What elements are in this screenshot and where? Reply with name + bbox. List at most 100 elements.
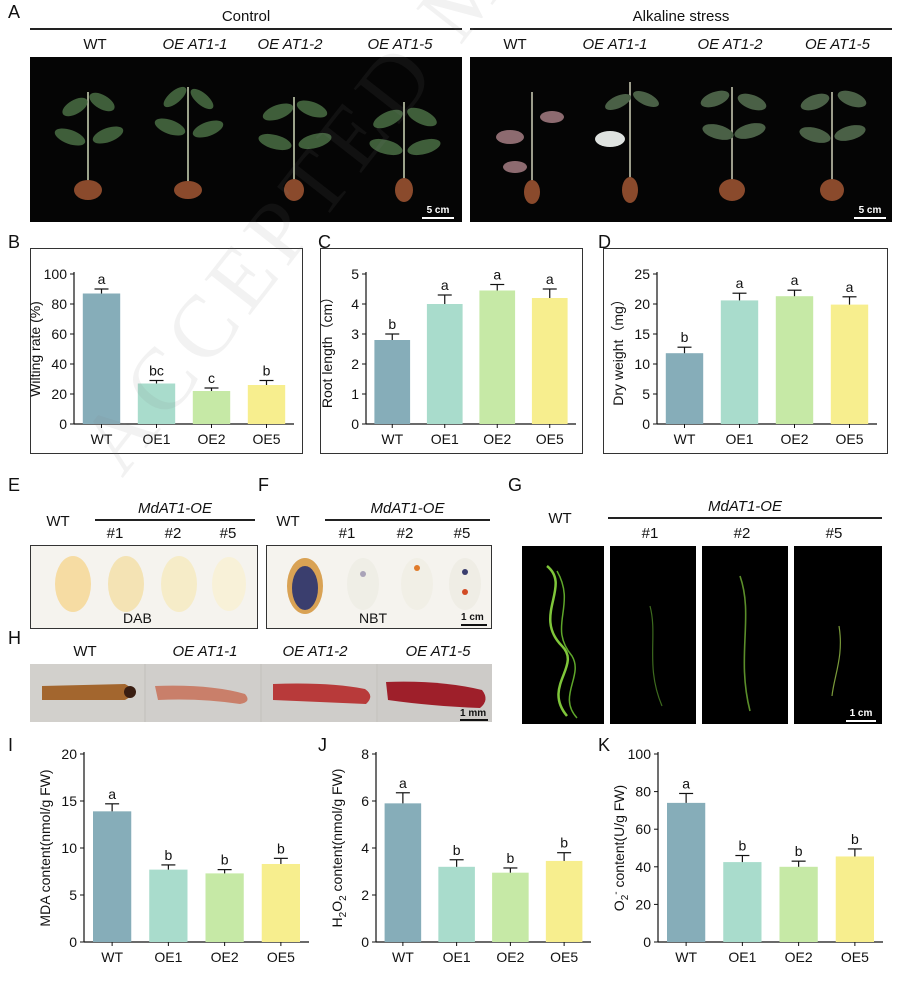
- bar-oe1: [149, 869, 188, 942]
- bar-oe5: [247, 385, 286, 424]
- scale-bar-label: 5 cm: [426, 205, 450, 216]
- significance-letter: a: [846, 279, 854, 295]
- leaf: [161, 556, 197, 612]
- a-label-wt-stress: WT: [503, 36, 527, 53]
- e-group-divider: [95, 519, 255, 521]
- significance-letter: b: [851, 831, 859, 847]
- panel-label-b: B: [8, 232, 21, 252]
- f-group-label: MdAT1-OE: [370, 500, 445, 517]
- y-tick-label: 100: [44, 266, 68, 282]
- x-tick-label: OE1: [431, 431, 459, 447]
- h-label-oe2: OE AT1-2: [282, 643, 348, 660]
- y-tick-label: 25: [634, 266, 650, 282]
- bar-oe5: [261, 863, 300, 942]
- e-group-label: MdAT1-OE: [138, 500, 212, 517]
- scale-bar: [460, 719, 488, 721]
- h-label-wt: WT: [73, 643, 97, 660]
- panel-label-i: I: [8, 735, 14, 755]
- y-tick-label: 2: [361, 887, 369, 903]
- h-label-oe5: OE AT1-5: [405, 643, 471, 660]
- scale-bar-label: 1 cm: [849, 708, 873, 719]
- bar-oe5: [835, 856, 874, 942]
- significance-letter: a: [399, 775, 407, 791]
- panel-label-k: K: [598, 735, 611, 755]
- y-tick-label: 4: [351, 296, 359, 312]
- significance-letter: a: [546, 271, 554, 287]
- f-label-2: #2: [396, 525, 414, 542]
- x-tick-label: OE1: [142, 431, 170, 447]
- y-tick-label: 1: [351, 386, 359, 402]
- y-axis-label: H2O2 content(nmol/g FW): [329, 769, 349, 928]
- x-tick-label: OE2: [780, 431, 808, 447]
- g-group-label: MdAT1-OE: [708, 498, 782, 515]
- a-label-oe2-control: OE AT1-2: [257, 36, 323, 53]
- bar-wt: [667, 802, 706, 942]
- bar-oe5: [531, 298, 568, 424]
- significance-letter: b: [388, 316, 396, 332]
- x-tick-label: OE2: [483, 431, 511, 447]
- chart-i: 0 5 10 15 20 MDA content(nmol/g FW) a WT b OE1 b OE…: [37, 748, 309, 965]
- y-tick-label: 15: [634, 326, 650, 342]
- x-tick-label: OE5: [267, 949, 295, 965]
- x-tick-label: OE5: [536, 431, 564, 447]
- y-axis-label: Wilting rate (%): [30, 301, 43, 397]
- chart-d: 0 5 10 15 20 25 Dry weight（mg） b WT a OE1 a OE2 a OE5: [603, 248, 888, 454]
- e-label-2: #2: [164, 525, 182, 542]
- chart-frame: [30, 248, 303, 454]
- panel-label-j: J: [318, 735, 327, 755]
- significance-letter: a: [98, 271, 106, 287]
- panel-label-a: A: [8, 2, 21, 22]
- nbt-staining-photo: NBT 1 cm: [266, 545, 492, 629]
- g-label-2: #2: [733, 525, 751, 542]
- g-group-divider: [608, 517, 882, 519]
- y-tick-label: 0: [642, 416, 650, 432]
- leaf: [108, 556, 144, 612]
- bar-oe1: [137, 383, 176, 424]
- bar-oe2: [779, 866, 818, 942]
- x-tick-label: OE5: [841, 949, 869, 965]
- stress-divider: [470, 28, 892, 30]
- significance-letter: b: [221, 852, 229, 868]
- chart-frame: [603, 248, 888, 454]
- bar-oe2: [775, 296, 814, 424]
- control-divider: [30, 28, 462, 30]
- leaf: [55, 556, 91, 612]
- g-label-1: #1: [641, 525, 659, 542]
- y-tick-label: 10: [61, 840, 77, 856]
- y-tick-label: 20: [634, 296, 650, 312]
- bar-oe2: [492, 872, 529, 942]
- dab-label: DAB: [123, 610, 152, 626]
- x-tick-label: OE2: [496, 949, 524, 965]
- x-tick-label: OE5: [550, 949, 578, 965]
- scale-bar: [461, 624, 487, 626]
- root-fluorescence-2: [702, 546, 788, 724]
- significance-letter: b: [738, 838, 746, 854]
- root-fluorescence-wt: [522, 546, 604, 724]
- x-tick-label: OE1: [154, 949, 182, 965]
- panel-label-h: H: [8, 628, 21, 648]
- y-tick-label: 20: [51, 386, 67, 402]
- a-label-wt-control: WT: [83, 36, 107, 53]
- x-tick-label: WT: [381, 431, 403, 447]
- y-tick-label: 0: [361, 934, 369, 950]
- x-tick-label: OE5: [835, 431, 863, 447]
- y-axis-label: Dry weight（mg）: [610, 292, 626, 406]
- leaf: [212, 557, 246, 611]
- y-tick-label: 80: [51, 296, 67, 312]
- scale-bar-label: 5 cm: [858, 205, 882, 216]
- y-tick-label: 80: [635, 784, 651, 800]
- y-tick-label: 0: [69, 934, 77, 950]
- significance-letter: b: [506, 850, 514, 866]
- h-label-oe1: OE AT1-1: [172, 643, 238, 660]
- bar-oe1: [426, 304, 463, 424]
- g-label-5: #5: [825, 525, 843, 542]
- bar-wt: [374, 340, 411, 424]
- y-tick-label: 5: [69, 887, 77, 903]
- y-tick-label: 8: [361, 748, 369, 762]
- y-tick-label: 2: [351, 356, 359, 372]
- bar-oe2: [205, 873, 244, 942]
- y-tick-label: 0: [351, 416, 359, 432]
- leaf: [347, 558, 379, 610]
- scale-bar: 1 cm: [846, 708, 876, 722]
- dab-staining-photo: DAB: [30, 545, 258, 629]
